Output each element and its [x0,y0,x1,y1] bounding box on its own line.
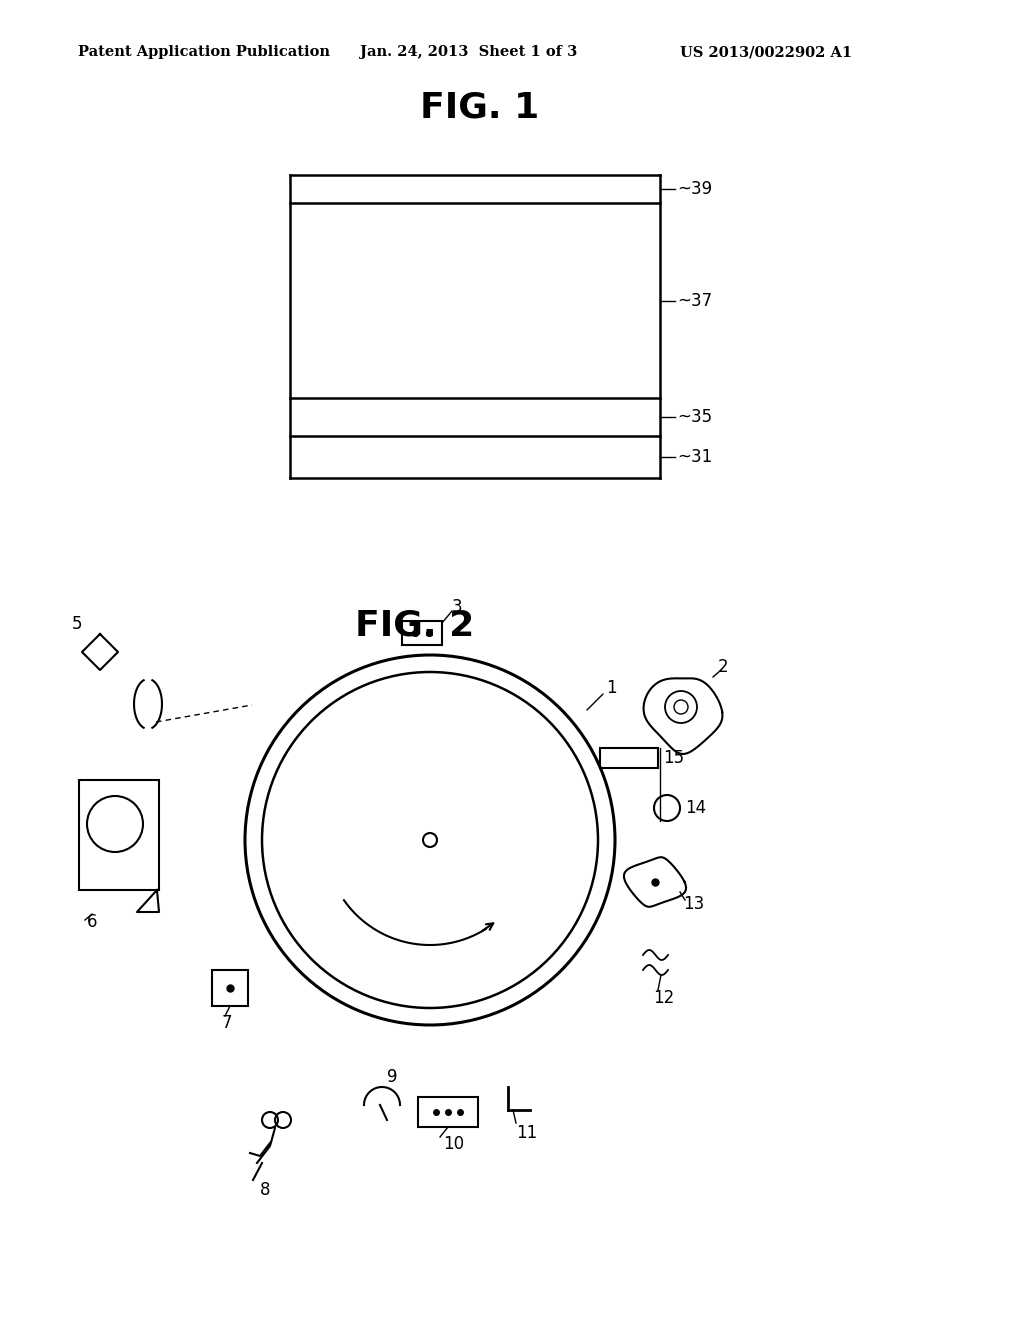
Text: ~35: ~35 [677,408,712,426]
Bar [418,1097,478,1127]
Text: FIG. 2: FIG. 2 [355,609,475,642]
Text: ~31: ~31 [677,447,713,466]
Text: 9: 9 [387,1068,397,1086]
Text: 13: 13 [683,895,705,913]
Bar [402,620,442,645]
Text: 3: 3 [452,598,463,616]
Text: 10: 10 [443,1135,464,1152]
Text: 12: 12 [653,989,674,1007]
Bar [600,748,658,768]
Text: FIG. 1: FIG. 1 [421,91,540,125]
Text: 11: 11 [516,1125,538,1142]
Text: 5: 5 [72,615,83,634]
Text: 6: 6 [87,913,97,931]
Bar [79,780,159,890]
Text: 8: 8 [260,1181,270,1199]
Text: Patent Application Publication: Patent Application Publication [78,45,330,59]
Text: US 2013/0022902 A1: US 2013/0022902 A1 [680,45,852,59]
Text: ~37: ~37 [677,292,712,309]
Text: 1: 1 [606,678,616,697]
Text: 15: 15 [663,748,684,767]
Text: ~39: ~39 [677,180,712,198]
Text: 2: 2 [718,657,729,676]
Text: 14: 14 [685,799,707,817]
Bar [212,970,248,1006]
Text: 7: 7 [222,1014,232,1032]
Text: Jan. 24, 2013  Sheet 1 of 3: Jan. 24, 2013 Sheet 1 of 3 [360,45,578,59]
